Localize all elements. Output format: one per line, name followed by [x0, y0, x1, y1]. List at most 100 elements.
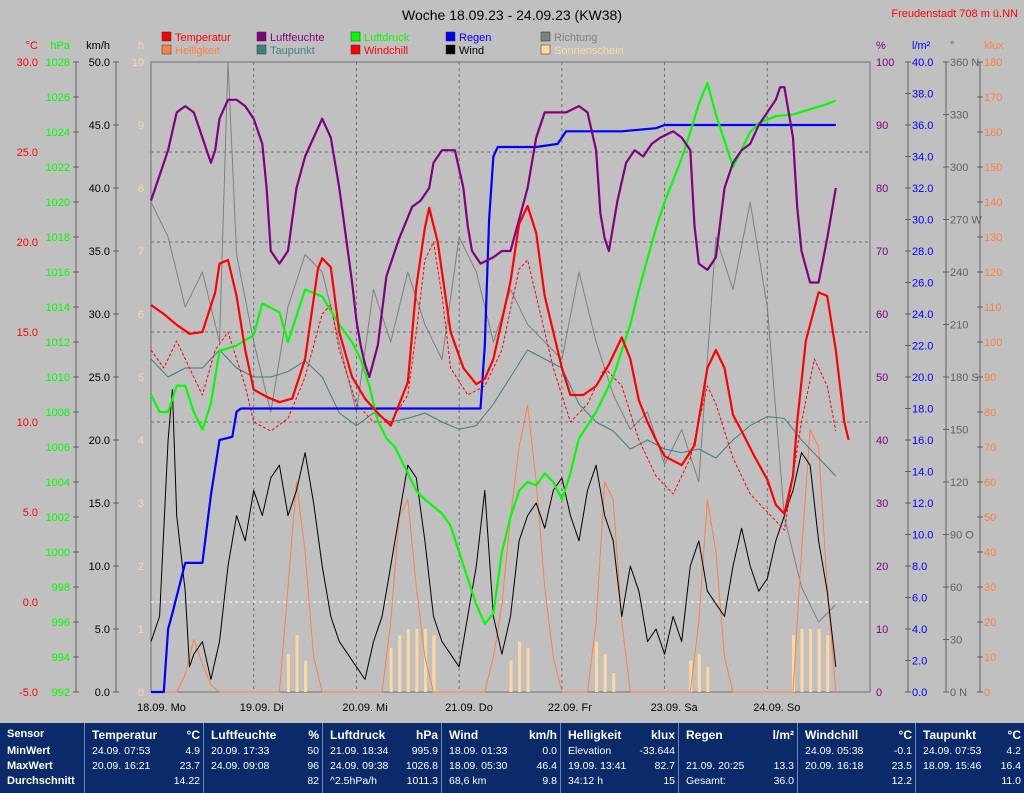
hum-axis-tick: 80: [876, 183, 888, 195]
summary-column-unit: °C: [1007, 728, 1021, 742]
lux-axis-tick: 150: [984, 162, 1002, 174]
rain-axis-tick: 0.0: [912, 687, 927, 699]
hum-axis-unit: %: [876, 40, 886, 52]
press-axis-tick: 1026: [46, 92, 70, 104]
summary-cell-row: 20.09. 16:21 23.7: [92, 760, 200, 774]
summary-column-unit: hPa: [415, 728, 438, 742]
press-axis-tick: 1002: [46, 512, 70, 524]
series-line-taupunkt: [150, 349, 837, 477]
dir-axis-tick: 150: [950, 425, 968, 437]
weather-chart: Woche 18.09.23 - 24.09.23 (KW38) Freuden…: [17, 7, 1018, 714]
dir-axis-unit: °: [950, 40, 954, 52]
rain-axis-unit: l/m²: [912, 40, 931, 52]
sun-axis-tick: 3: [138, 498, 144, 510]
chart-title: Woche 18.09.23 - 24.09.23 (KW38): [402, 7, 622, 23]
data-series: [149, 61, 850, 694]
summary-cell-label: 18.09. 01:33: [449, 745, 508, 757]
x-tick-label: 18.09. Mo: [137, 702, 186, 714]
lux-axis-unit: klux: [984, 40, 1004, 52]
lux-axis-tick: 90: [984, 372, 996, 384]
wind-axis-tick: 10.0: [89, 561, 110, 573]
sun-axis-tick: 6: [138, 309, 144, 321]
series-line-windchill: [150, 241, 837, 531]
summary-cell-value: 16.4: [1000, 760, 1021, 772]
summary-column-unit: l/m²: [772, 728, 794, 742]
summary-column: Luftfeuchte% 20.09. 17:33 50 24.09. 09:08 96…: [203, 723, 323, 793]
legend-swatch: [161, 31, 172, 42]
x-tick-label: 24.09. So: [753, 702, 800, 714]
summary-cell-value: 15: [663, 775, 675, 787]
summary-cell-row: 24.09. 07:53 4.2: [923, 745, 1021, 759]
sun-axis-tick: 1: [138, 624, 144, 636]
legend-swatch: [350, 31, 361, 42]
summary-cell-value: 11.0: [1001, 775, 1021, 787]
summary-cell-row: 20.09. 16:18 23.5: [805, 760, 912, 774]
summary-column: Luftdruck hPa 21.09. 18:34 995.9 24.09. 09:3…: [322, 723, 442, 793]
temp-axis-tick: 5.0: [23, 507, 38, 519]
summary-cell-value: 4.9: [185, 745, 200, 757]
sun-axis-tick: 0: [138, 687, 144, 699]
summary-cell-row: 24.09. 09:38 1026.8: [330, 760, 438, 774]
summary-cell-row: 20.09. 17:33 50: [211, 745, 319, 759]
wind-axis-tick: 20.0: [89, 435, 110, 447]
summary-column-header: Luftfeuchte: [211, 728, 277, 742]
summary-cell-value: 23.5: [891, 760, 912, 772]
summary-column: Taupunkt °C 24.09. 07:53 4.2 18.09. 15:46 16.…: [915, 723, 1024, 793]
lux-axis-tick: 120: [984, 267, 1002, 279]
press-axis-tick: 1016: [46, 267, 70, 279]
sunshine-bar: [518, 641, 522, 692]
summary-cell-value: 995.9: [411, 745, 438, 757]
summary-cell-label: Elevation: [568, 745, 612, 757]
sun-axis-tick: 5: [138, 372, 144, 384]
series-line-luftfeuchte: [149, 86, 837, 379]
press-axis-unit: hPa: [50, 40, 70, 52]
lux-axis-tick: 140: [984, 197, 1002, 209]
summary-cell-row: 24.09. 05:38 -0.1: [805, 745, 912, 759]
temp-axis-tick: 0.0: [23, 597, 38, 609]
rain-axis-tick: 14.0: [912, 467, 933, 479]
sunshine-bar: [432, 635, 436, 692]
hum-axis-tick: 70: [876, 246, 888, 258]
summary-cell-label: 21.09. 20:25: [686, 760, 745, 772]
legend-label: Temperatur: [175, 32, 231, 44]
series-line-wind: [150, 389, 837, 680]
press-axis-tick: 998: [52, 582, 70, 594]
rain-axis-tick: 10.0: [912, 530, 933, 542]
summary-cell-row: 12.2: [805, 775, 912, 789]
sunshine-bar: [398, 635, 402, 692]
sunshine-bar: [526, 647, 530, 692]
press-axis-tick: 1006: [46, 442, 70, 454]
summary-column-header: Taupunkt: [923, 728, 977, 742]
summary-cell-value: 96: [307, 760, 319, 772]
legend-label: Taupunkt: [270, 45, 315, 57]
wind-axis-tick: 15.0: [89, 498, 110, 510]
summary-cell-row: 24.09. 09:08 96: [211, 760, 319, 774]
legend-label: Windchill: [364, 45, 408, 57]
summary-cell-value: 36.0: [773, 775, 794, 787]
summary-cell-label: 24.09. 09:08: [211, 760, 270, 772]
lux-axis-tick: 180: [984, 57, 1002, 69]
summary-cell-label: 24.09. 09:38: [330, 760, 389, 772]
rain-axis-tick: 28.0: [912, 246, 933, 258]
temp-axis-tick: 30.0: [17, 57, 38, 69]
summary-cell-label: 24.09. 07:53: [923, 745, 982, 757]
dir-axis-tick: 210: [950, 320, 968, 332]
legend-swatch: [540, 44, 551, 55]
temp-axis-unit: °C: [26, 40, 38, 52]
summary-cell-value: 4.2: [1006, 745, 1021, 757]
wind-axis-tick: 40.0: [89, 183, 110, 195]
sunshine-bar: [406, 629, 410, 692]
hum-axis-tick: 30: [876, 498, 888, 510]
summary-cell-value: 12.2: [891, 775, 912, 787]
axis-scales: °C30.025.020.015.010.05.00.0-5.0hPa10281…: [17, 40, 1004, 699]
x-tick-label: 19.09. Di: [240, 702, 284, 714]
summary-cell-row: Elevation -33.644: [568, 745, 675, 759]
legend-label: Luftdruck: [364, 32, 410, 44]
series-line-helligkeit: [151, 404, 837, 693]
sun-axis-tick: 9: [138, 120, 144, 132]
legend-swatch: [161, 44, 172, 55]
press-axis-tick: 1010: [46, 372, 70, 384]
row-label-max: MaxWert: [7, 760, 53, 772]
sunshine-bar: [697, 654, 701, 692]
dir-axis-tick: 30: [950, 635, 962, 647]
